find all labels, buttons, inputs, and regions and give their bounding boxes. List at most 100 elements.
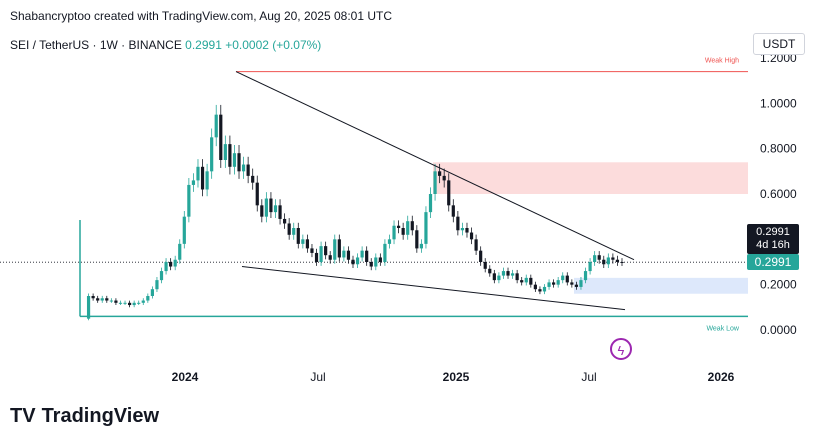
tradingview-footer: TV TradingView bbox=[10, 405, 159, 428]
zones-layer bbox=[433, 162, 748, 294]
candle-body bbox=[424, 212, 428, 244]
trendlines-layer bbox=[235, 71, 635, 311]
candle-body bbox=[474, 239, 478, 251]
candle-body bbox=[456, 216, 460, 231]
candle-body bbox=[305, 239, 310, 249]
candle-body bbox=[324, 246, 328, 256]
candle-body bbox=[401, 228, 405, 235]
candle-body bbox=[447, 180, 451, 206]
candle-body bbox=[602, 259, 606, 265]
candle-body bbox=[328, 255, 332, 260]
candle-body bbox=[150, 289, 154, 296]
candle-body bbox=[442, 175, 446, 181]
candles-layer bbox=[86, 104, 624, 321]
y-tick-label: 1.0000 bbox=[760, 96, 797, 110]
last-price-tag: 0.2991 4d 16h bbox=[747, 224, 799, 254]
candle-body bbox=[538, 289, 542, 292]
candle-body bbox=[292, 228, 296, 235]
candle-body bbox=[210, 137, 214, 172]
x-axis: 2024 Jul 2025 Jul 2026 bbox=[172, 370, 735, 384]
candle-body bbox=[593, 255, 597, 262]
currency-selector[interactable]: USDT bbox=[753, 33, 805, 55]
candle-body bbox=[219, 114, 223, 160]
chart-attribution: Shabancryptoo created with TradingView.c… bbox=[10, 9, 393, 23]
candle-body bbox=[127, 302, 132, 306]
candle-body bbox=[392, 225, 396, 240]
candle-body bbox=[419, 243, 423, 249]
candle-body bbox=[301, 239, 305, 244]
candle-body bbox=[561, 275, 565, 281]
candle-body bbox=[529, 277, 533, 285]
weak-low-label: Weak Low bbox=[706, 325, 739, 332]
candle-body bbox=[533, 284, 537, 290]
lightning-icon[interactable]: ϟ bbox=[610, 338, 632, 360]
candle-body bbox=[232, 153, 237, 167]
candle-body bbox=[583, 271, 588, 281]
symbol-price: 0.2991 bbox=[185, 38, 222, 52]
candle-body bbox=[510, 273, 515, 276]
candle-body bbox=[515, 273, 519, 281]
candle-body bbox=[606, 257, 610, 265]
candle-body bbox=[369, 262, 373, 267]
candle-body bbox=[579, 280, 583, 287]
y-tick-label: 0.2000 bbox=[760, 278, 797, 292]
candle-body bbox=[296, 228, 300, 244]
candle-body bbox=[182, 216, 186, 244]
candle-body bbox=[460, 228, 465, 231]
weak-high-label: Weak High bbox=[705, 58, 739, 65]
candle-body bbox=[428, 194, 433, 213]
bar-countdown: 4d 16h bbox=[756, 239, 790, 251]
candle-body bbox=[547, 282, 551, 287]
candle-body bbox=[374, 257, 378, 267]
candle-body bbox=[387, 239, 392, 244]
candle-body bbox=[465, 228, 469, 233]
candle-body bbox=[191, 180, 196, 185]
candle-body bbox=[228, 144, 232, 167]
candle-body bbox=[346, 250, 351, 260]
candle-body bbox=[542, 286, 547, 292]
candle-body bbox=[383, 243, 387, 262]
candle-body bbox=[269, 198, 273, 213]
candle-body bbox=[123, 302, 127, 304]
demand-zone bbox=[574, 277, 748, 294]
candle-body bbox=[355, 257, 360, 265]
candle-body bbox=[86, 296, 91, 319]
y-tick-label: 0.8000 bbox=[760, 142, 797, 156]
candle-body bbox=[506, 271, 510, 276]
y-tick-label: 0.6000 bbox=[760, 187, 797, 201]
candle-body bbox=[360, 250, 364, 258]
candle-body bbox=[615, 259, 620, 262]
candle-body bbox=[451, 205, 455, 217]
y-tick-label: 0.0000 bbox=[760, 323, 797, 337]
candle-body bbox=[565, 275, 569, 283]
x-tick-label: 2024 bbox=[172, 370, 199, 384]
candle-body bbox=[611, 257, 615, 260]
candle-body bbox=[283, 218, 287, 224]
candle-body bbox=[287, 223, 291, 235]
candle-body bbox=[132, 302, 136, 306]
candle-body bbox=[333, 239, 337, 260]
candle-body bbox=[310, 248, 314, 253]
candle-body bbox=[118, 302, 123, 304]
candle-body bbox=[524, 277, 528, 283]
candle-body bbox=[488, 268, 492, 274]
symbol-name[interactable]: SEI / TetherUS · 1W · BINANCE bbox=[10, 38, 182, 52]
candle-body bbox=[415, 230, 419, 249]
candle-body bbox=[574, 284, 579, 287]
candle-body bbox=[196, 166, 200, 181]
candle-body bbox=[520, 280, 524, 283]
candle-body bbox=[264, 198, 268, 217]
brand-name: TradingView bbox=[41, 405, 160, 427]
candle-body bbox=[173, 259, 177, 267]
candle-body bbox=[501, 271, 506, 276]
candle-body bbox=[155, 280, 159, 290]
price-label: 0.2991 bbox=[747, 254, 799, 270]
candle-body bbox=[100, 298, 104, 301]
candle-body bbox=[241, 164, 246, 172]
candle-body bbox=[483, 262, 487, 269]
candle-body bbox=[246, 164, 250, 176]
levels-layer: Weak High Weak Low bbox=[0, 58, 748, 332]
candle-body bbox=[96, 298, 100, 301]
